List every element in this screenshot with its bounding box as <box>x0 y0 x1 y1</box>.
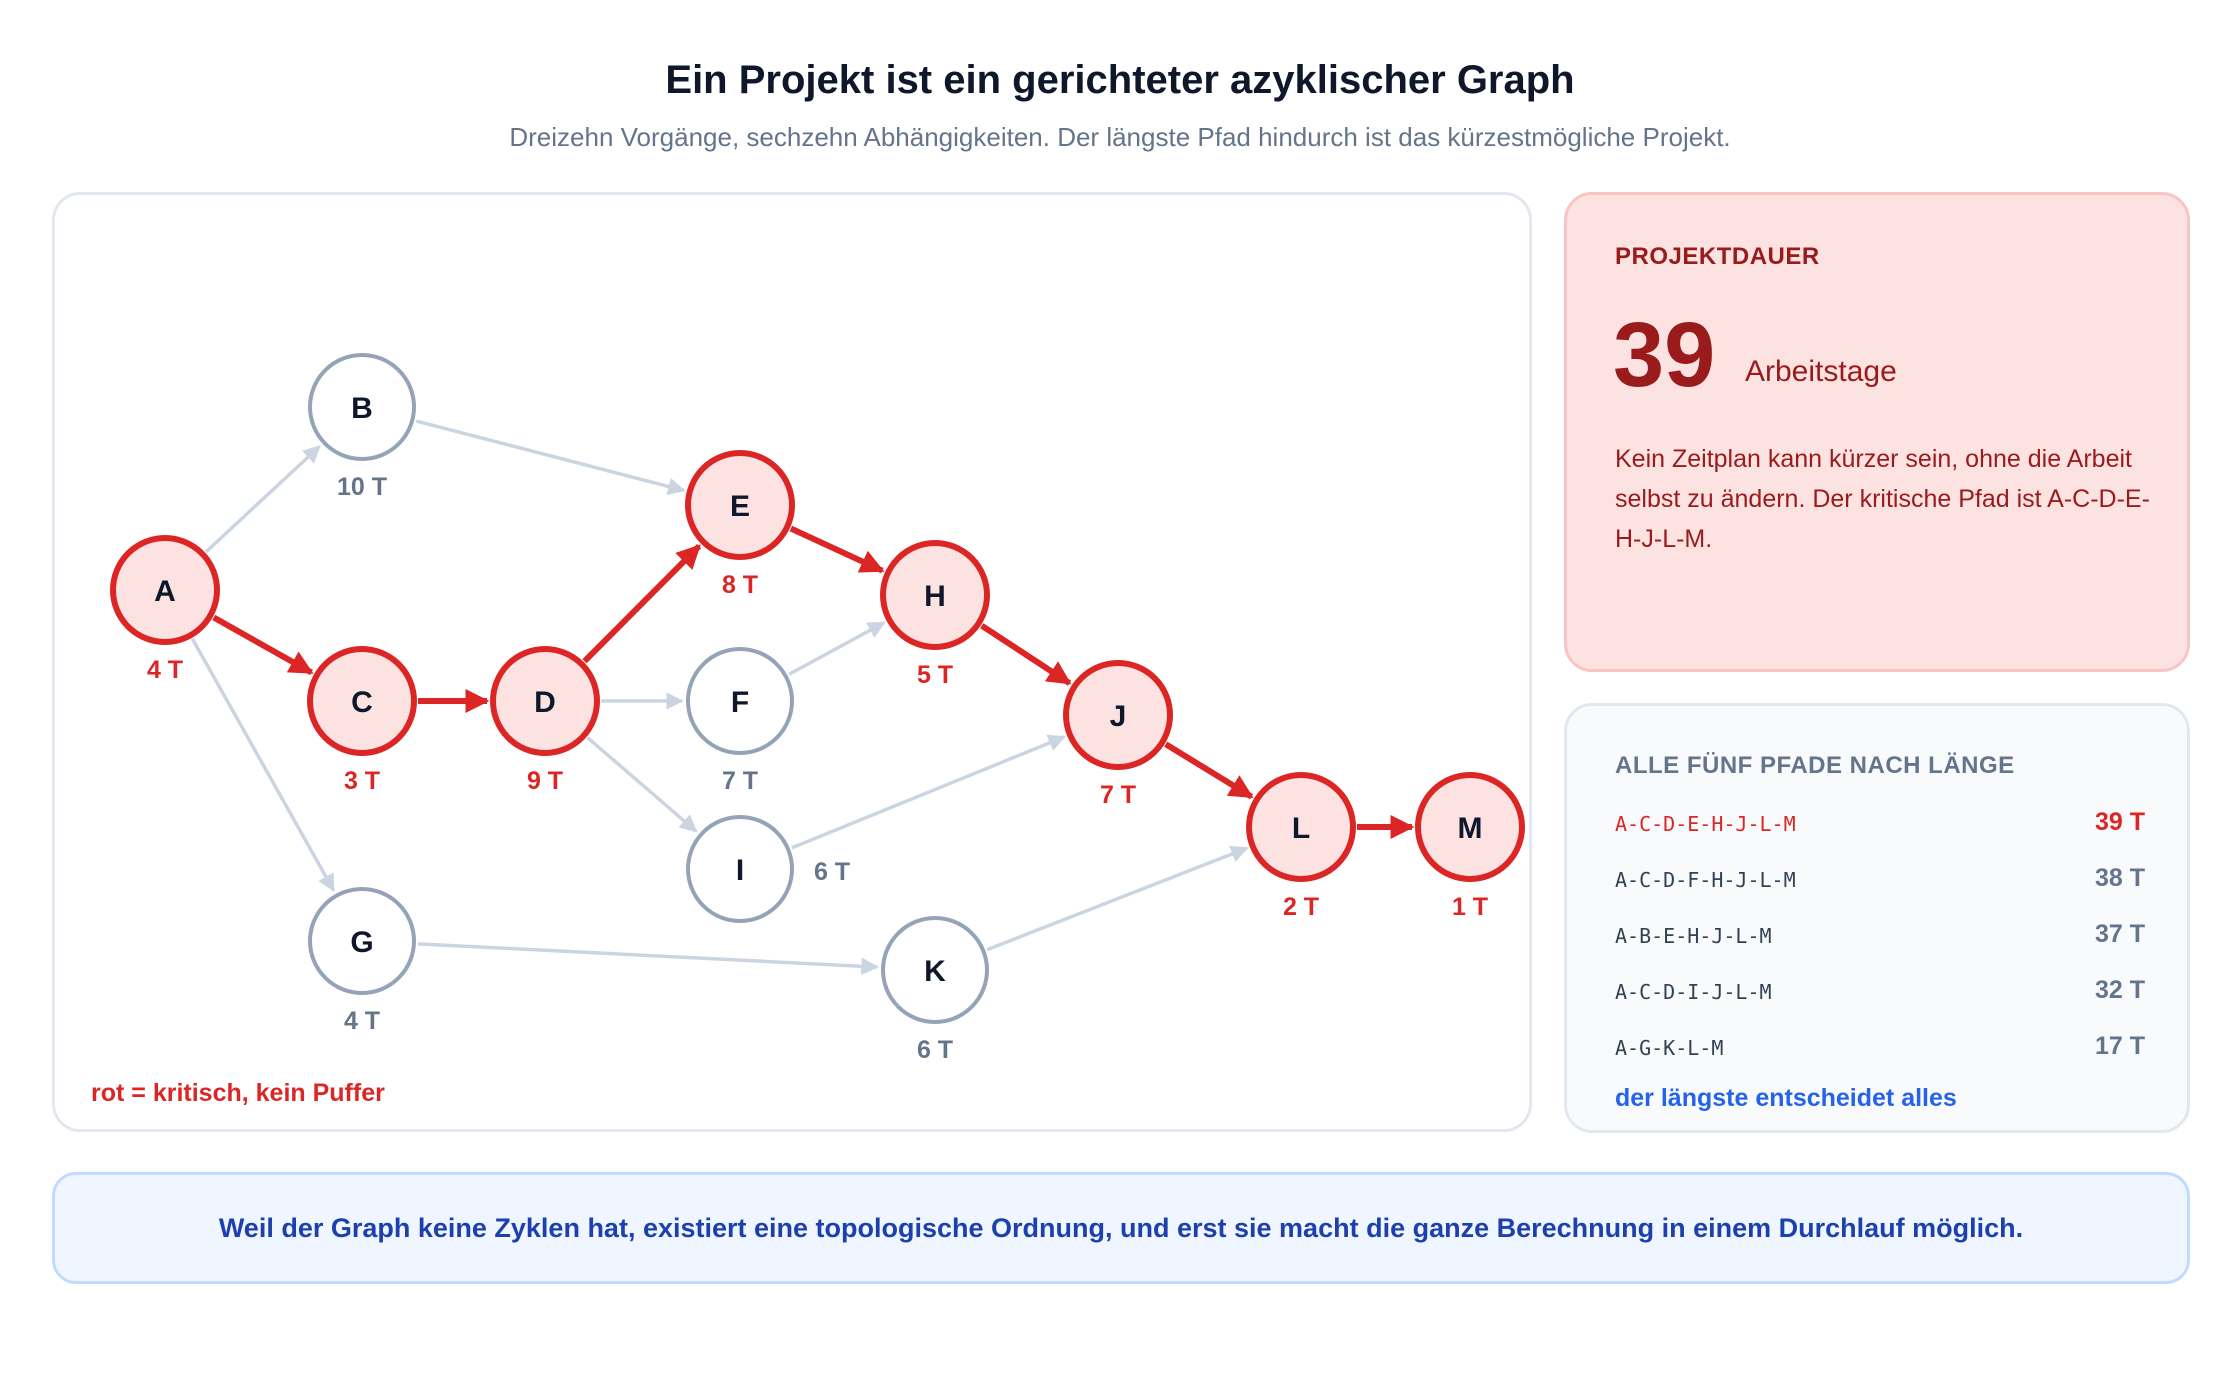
edge-F-H <box>788 621 886 676</box>
edge-A-B <box>204 445 321 554</box>
node-circle <box>308 887 416 995</box>
node-id-label: K <box>924 955 946 988</box>
node-duration-label: 6 T <box>814 858 850 886</box>
path-name: A-C-D-I-J-L-M <box>1615 980 1772 1004</box>
node-duration-label: 7 T <box>722 767 758 795</box>
graph-panel: A 4 T B 10 T C 3 T D 9 T E 8 T F 7 T G 4 T H 5 T I 6 T J 7 … <box>52 192 1532 1132</box>
node-circle <box>110 535 220 645</box>
node-circle <box>1063 660 1173 770</box>
node-circle <box>880 540 990 650</box>
paths-heading: ALLE FÜNF PFADE NACH LÄNGE <box>1615 752 2015 779</box>
node-m: M 1 T <box>1415 772 1525 921</box>
node-circle <box>1246 772 1356 882</box>
node-circle <box>686 815 794 923</box>
path-length: 38 T <box>2094 864 2145 892</box>
node-duration-label: 10 T <box>337 473 387 501</box>
edge-A-G <box>190 637 336 892</box>
node-g: G 4 T <box>308 887 416 1035</box>
page-title: Ein Projekt ist ein gerichteter azyklisc… <box>665 58 1575 102</box>
path-length: 39 T <box>2094 808 2145 836</box>
path-row: A-B-E-H-J-L-M 37 T <box>1615 918 2145 958</box>
node-duration-label: 7 T <box>1100 781 1136 809</box>
node-id-label: M <box>1458 812 1483 845</box>
banner-text: Weil der Graph keine Zyklen hat, existie… <box>218 1212 2024 1243</box>
path-length: 32 T <box>2094 976 2145 1004</box>
node-duration-label: 4 T <box>147 656 183 684</box>
edges-layer <box>190 419 1415 976</box>
node-a: A 4 T <box>110 535 220 684</box>
edge-D-E <box>582 544 702 664</box>
path-row: A-C-D-I-J-L-M 32 T <box>1615 974 2145 1014</box>
node-e: E 8 T <box>685 450 795 599</box>
edge-J-L <box>1164 741 1254 800</box>
path-name: A-G-K-L-M <box>1615 1036 1724 1060</box>
node-id-label: D <box>534 686 556 719</box>
node-id-label: E <box>730 490 750 523</box>
dag-diagram: A 4 T B 10 T C 3 T D 9 T E 8 T F 7 T G 4 T H 5 T I 6 T J 7 … <box>110 353 1525 1064</box>
node-circle <box>881 916 989 1024</box>
node-h: H 5 T <box>880 540 990 689</box>
node-circle <box>686 647 794 755</box>
nodes-layer: A 4 T B 10 T C 3 T D 9 T E 8 T F 7 T G 4 T H 5 T I 6 T J 7 … <box>110 353 1525 1064</box>
paths-footer: der längste entscheidet alles <box>1615 1084 1957 1112</box>
edge-I-J <box>791 734 1066 850</box>
edge-H-J <box>980 623 1072 686</box>
edge-B-E <box>415 419 686 495</box>
duration-description: Kein Zeitplan kann kürzer sein, ohne die… <box>1615 445 2150 553</box>
node-circle <box>490 646 600 756</box>
node-circle <box>685 450 795 560</box>
duration-value: 39 <box>1613 304 1716 406</box>
node-duration-label: 2 T <box>1283 893 1319 921</box>
node-duration-label: 1 T <box>1452 893 1488 921</box>
node-id-label: I <box>736 854 744 887</box>
node-id-label: B <box>351 392 373 425</box>
node-j: J 7 T <box>1063 660 1173 809</box>
path-name: A-B-E-H-J-L-M <box>1615 924 1772 948</box>
path-length: 17 T <box>2094 1032 2145 1060</box>
edge-D-I <box>586 736 698 833</box>
legend-note: rot = kritisch, kein Puffer <box>91 1079 385 1107</box>
page-subtitle: Dreizehn Vorgänge, sechzehn Abhängigkeit… <box>509 122 1731 152</box>
node-c: C 3 T <box>307 646 417 795</box>
bottom-banner: Weil der Graph keine Zyklen hat, existie… <box>52 1172 2190 1284</box>
edge-E-H <box>789 525 885 574</box>
node-circle <box>1415 772 1525 882</box>
path-row: A-C-D-E-H-J-L-M 39 T <box>1615 806 2145 846</box>
node-duration-label: 5 T <box>917 661 953 689</box>
path-row: A-C-D-F-H-J-L-M 38 T <box>1615 862 2145 902</box>
paths-card: ALLE FÜNF PFADE NACH LÄNGE A-C-D-E-H-J-L… <box>1564 703 2190 1133</box>
node-id-label: G <box>350 926 373 959</box>
node-circle <box>307 646 417 756</box>
project-duration-card: PROJEKTDAUER 39 Arbeitstage Kein Zeitpla… <box>1564 192 2190 672</box>
edge-G-K <box>417 942 879 976</box>
node-duration-label: 3 T <box>344 767 380 795</box>
node-id-label: J <box>1110 700 1127 733</box>
duration-label: PROJEKTDAUER <box>1615 243 1820 270</box>
path-row: A-G-K-L-M 17 T <box>1615 1030 2145 1070</box>
node-id-label: A <box>154 575 176 608</box>
node-l: L 2 T <box>1246 772 1356 921</box>
path-name: A-C-D-F-H-J-L-M <box>1615 868 1796 892</box>
node-d: D 9 T <box>490 646 600 795</box>
node-id-label: H <box>924 580 946 613</box>
path-name: A-C-D-E-H-J-L-M <box>1615 812 1796 836</box>
duration-unit: Arbeitstage <box>1745 355 1897 388</box>
node-b: B 10 T <box>308 353 416 501</box>
node-id-label: C <box>351 686 373 719</box>
node-duration-label: 8 T <box>722 571 758 599</box>
edge-A-C <box>212 614 314 676</box>
node-duration-label: 4 T <box>344 1007 380 1035</box>
node-i: I 6 T <box>686 815 850 923</box>
node-duration-label: 6 T <box>917 1036 953 1064</box>
node-id-label: L <box>1292 812 1310 845</box>
node-k: K 6 T <box>881 916 989 1064</box>
node-id-label: F <box>731 686 749 719</box>
edge-K-L <box>986 845 1249 952</box>
node-duration-label: 9 T <box>527 767 563 795</box>
node-circle <box>308 353 416 461</box>
path-length: 37 T <box>2094 920 2145 948</box>
node-f: F 7 T <box>686 647 794 795</box>
